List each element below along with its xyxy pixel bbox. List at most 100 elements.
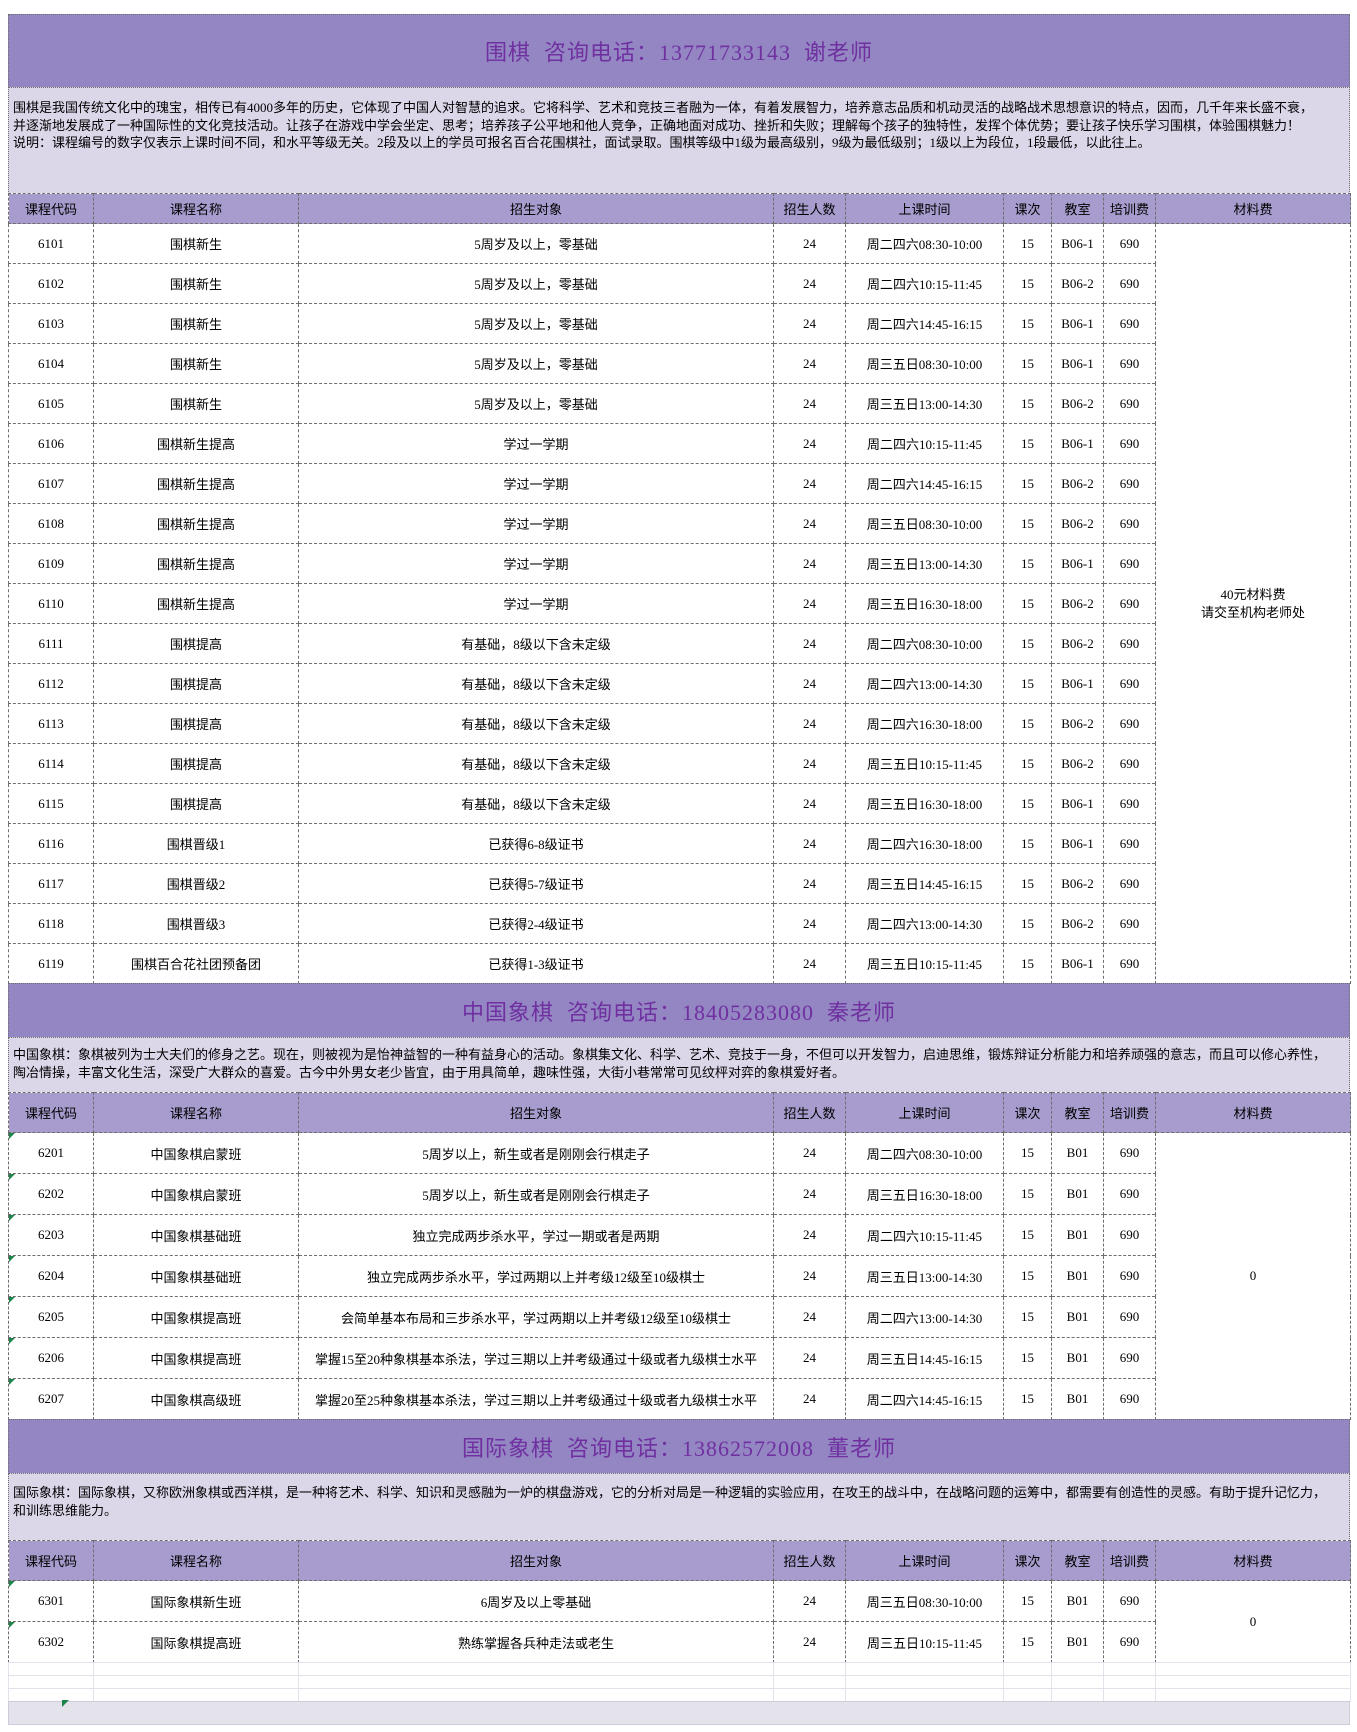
cell-time: 周二四六10:15-11:45 bbox=[845, 423, 1004, 464]
cell-time: 周二四六16:30-18:00 bbox=[845, 823, 1004, 864]
cell-target: 有基础，8级以下含未定级 bbox=[298, 623, 774, 664]
cell-course-code: 6109 bbox=[8, 543, 94, 584]
cell-course-name: 国际象棋提高班 bbox=[93, 1621, 299, 1663]
cell-course-code: 6201 bbox=[8, 1132, 94, 1174]
cell-time: 周二四六13:00-14:30 bbox=[845, 1296, 1004, 1338]
cell-fee: 690 bbox=[1103, 623, 1156, 664]
cell-sessions: 15 bbox=[1003, 623, 1052, 664]
cell-target: 5周岁及以上，零基础 bbox=[298, 343, 774, 384]
cell-time: 周二四六08:30-10:00 bbox=[845, 223, 1004, 264]
section-intro-weiqi: 围棋是我国传统文化中的瑰宝，相传已有4000多年的历史，它体现了中国人对智慧的追… bbox=[8, 87, 1350, 194]
section-title-weiqi: 围棋 咨询电话：13771733143 谢老师 bbox=[484, 40, 873, 65]
course-code-text: 6201 bbox=[38, 1145, 64, 1160]
section-header-weiqi: 围棋 咨询电话：13771733143 谢老师 bbox=[8, 14, 1350, 88]
empty-grid-rows bbox=[8, 1662, 1351, 1702]
cell-course-name: 围棋提高 bbox=[93, 743, 299, 784]
cell-size: 24 bbox=[773, 863, 846, 904]
course-code-text: 6108 bbox=[38, 515, 64, 531]
course-table-xiangqi: 课程代码 课程名称 招生对象 招生人数 上课时间 课次 教室 培训费 材料费 bbox=[8, 1092, 1351, 1420]
column-header-course-code: 课程代码 bbox=[8, 193, 94, 224]
cell-sessions: 15 bbox=[1003, 303, 1052, 344]
section-intro-xiangqi: 中国象棋：象棋被列为士大夫们的修身之艺。现在，则被视为是怡神益智的一种有益身心的… bbox=[8, 1037, 1350, 1093]
course-code-text: 6203 bbox=[38, 1227, 64, 1242]
cell-course-name: 围棋新生 bbox=[93, 343, 299, 384]
cell-sessions: 15 bbox=[1003, 703, 1052, 744]
cell-fee: 690 bbox=[1103, 1173, 1156, 1215]
cell-target: 5周岁及以上，零基础 bbox=[298, 263, 774, 304]
cell-course-code: 6207 bbox=[8, 1378, 94, 1420]
column-header-room: 教室 bbox=[1051, 1540, 1104, 1581]
cell-size: 24 bbox=[773, 583, 846, 624]
cell-course-code: 6111 bbox=[8, 623, 94, 664]
course-code-text: 6117 bbox=[38, 875, 64, 891]
cell-sessions: 15 bbox=[1003, 943, 1052, 984]
table-header-row: 课程代码 课程名称 招生对象 招生人数 上课时间 课次 教室 培训费 材料费 bbox=[8, 1092, 1351, 1133]
cell-course-code: 6112 bbox=[8, 663, 94, 704]
cell-course-name: 围棋新生提高 bbox=[93, 583, 299, 624]
cell-size: 24 bbox=[773, 223, 846, 264]
cell-course-code: 6108 bbox=[8, 503, 94, 544]
course-code-text: 6202 bbox=[38, 1186, 64, 1201]
column-header-sessions: 课次 bbox=[1003, 1540, 1052, 1581]
cell-error-marker-icon bbox=[9, 1338, 15, 1344]
cell-target: 有基础，8级以下含未定级 bbox=[298, 703, 774, 744]
cell-room: B06-1 bbox=[1051, 303, 1104, 344]
column-header-size: 招生人数 bbox=[773, 1092, 846, 1133]
cell-room: B06-1 bbox=[1051, 343, 1104, 384]
cell-time: 周二四六14:45-16:15 bbox=[845, 1378, 1004, 1420]
cell-target: 5周岁及以上，零基础 bbox=[298, 383, 774, 424]
cell-target: 掌握15至20种象棋基本杀法，学过三期以上并考级通过十级或者九级棋士水平 bbox=[298, 1337, 774, 1379]
cell-fee: 690 bbox=[1103, 303, 1156, 344]
cell-size: 24 bbox=[773, 943, 846, 984]
cell-fee: 690 bbox=[1103, 863, 1156, 904]
cell-target: 熟练掌握各兵种走法或老生 bbox=[298, 1621, 774, 1663]
cell-course-name: 围棋新生 bbox=[93, 223, 299, 264]
cell-target: 已获得1-3级证书 bbox=[298, 943, 774, 984]
cell-room: B06-2 bbox=[1051, 503, 1104, 544]
cell-course-name: 围棋提高 bbox=[93, 783, 299, 824]
course-code-text: 6301 bbox=[38, 1593, 64, 1608]
cell-size: 24 bbox=[773, 263, 846, 304]
cell-sessions: 15 bbox=[1003, 1255, 1052, 1297]
column-header-course-name: 课程名称 bbox=[93, 1092, 299, 1133]
cell-room: B01 bbox=[1051, 1255, 1104, 1297]
cell-time: 周三五日08:30-10:00 bbox=[845, 343, 1004, 384]
cell-sessions: 15 bbox=[1003, 823, 1052, 864]
cell-course-name: 围棋百合花社团预备团 bbox=[93, 943, 299, 984]
column-header-size: 招生人数 bbox=[773, 1540, 846, 1581]
course-code-text: 6113 bbox=[38, 715, 64, 731]
cell-target: 有基础，8级以下含未定级 bbox=[298, 663, 774, 704]
cell-target: 独立完成两步杀水平，学过两期以上并考级12级至10级棋士 bbox=[298, 1255, 774, 1297]
cell-room: B01 bbox=[1051, 1214, 1104, 1256]
cell-time: 周二四六08:30-10:00 bbox=[845, 1132, 1004, 1174]
cell-sessions: 15 bbox=[1003, 903, 1052, 944]
bottom-partial-row bbox=[8, 1701, 1350, 1725]
grid-row bbox=[8, 1688, 1351, 1702]
column-header-sessions: 课次 bbox=[1003, 1092, 1052, 1133]
cell-sessions: 15 bbox=[1003, 1621, 1052, 1663]
column-header-course-code: 课程代码 bbox=[8, 1092, 94, 1133]
course-code-text: 6109 bbox=[38, 555, 64, 571]
cell-sessions: 15 bbox=[1003, 1296, 1052, 1338]
cell-course-code: 6107 bbox=[8, 463, 94, 504]
cell-size: 24 bbox=[773, 463, 846, 504]
course-code-text: 6107 bbox=[38, 475, 64, 491]
cell-course-name: 中国象棋启蒙班 bbox=[93, 1173, 299, 1215]
cell-course-name: 中国象棋基础班 bbox=[93, 1255, 299, 1297]
cell-target: 掌握20至25种象棋基本杀法，学过三期以上并考级通过十级或者九级棋士水平 bbox=[298, 1378, 774, 1420]
cell-target: 学过一学期 bbox=[298, 423, 774, 464]
cell-sessions: 15 bbox=[1003, 263, 1052, 304]
cell-error-marker-icon bbox=[9, 1379, 15, 1385]
cell-sessions: 15 bbox=[1003, 1214, 1052, 1256]
cell-time: 周三五日14:45-16:15 bbox=[845, 1337, 1004, 1379]
cell-course-code: 6104 bbox=[8, 343, 94, 384]
column-header-fee: 培训费 bbox=[1103, 1092, 1156, 1133]
cell-size: 24 bbox=[773, 383, 846, 424]
cell-course-code: 6205 bbox=[8, 1296, 94, 1338]
cell-room: B06-2 bbox=[1051, 263, 1104, 304]
cell-target: 有基础，8级以下含未定级 bbox=[298, 783, 774, 824]
course-row: 6207 中国象棋高级班 掌握20至25种象棋基本杀法，学过三期以上并考级通过十… bbox=[8, 1378, 1351, 1420]
cell-time: 周三五日08:30-10:00 bbox=[845, 1580, 1004, 1622]
column-header-sessions: 课次 bbox=[1003, 193, 1052, 224]
column-header-fee: 培训费 bbox=[1103, 193, 1156, 224]
